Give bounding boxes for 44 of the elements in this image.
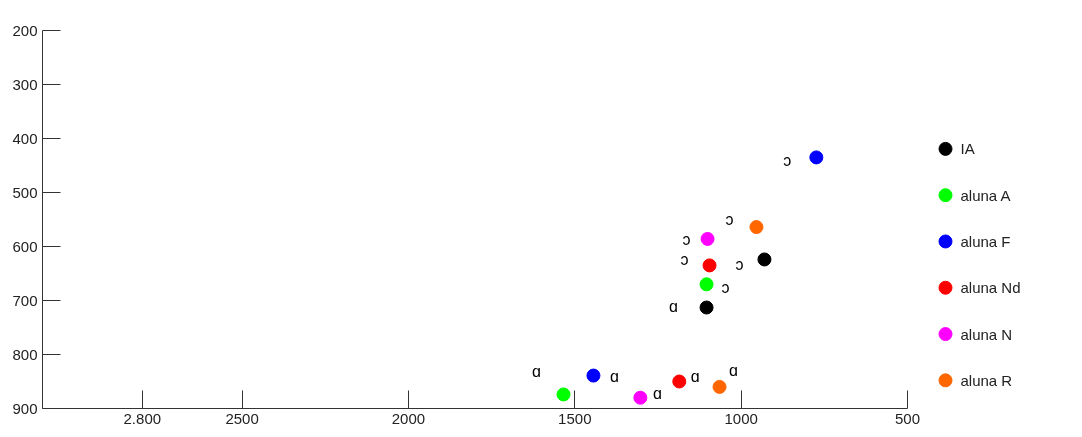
x-tick-label: 2500 <box>225 409 259 427</box>
y-tick-label: 600 <box>12 237 38 255</box>
point <box>749 220 764 235</box>
point <box>699 277 714 292</box>
point <box>586 368 601 383</box>
point <box>757 252 772 267</box>
annotation: ɑ <box>690 368 700 385</box>
point <box>700 231 715 246</box>
point <box>556 387 571 402</box>
legend-label: aluna R <box>960 371 1013 389</box>
x-tick-label: 1000 <box>724 409 758 427</box>
y-tick-label: 800 <box>12 345 38 363</box>
annotation: ɑ <box>532 362 541 380</box>
annotation: ɔ <box>783 151 792 169</box>
annotation: ɔ <box>680 250 689 268</box>
point <box>672 374 687 389</box>
y-tick-label: 900 <box>12 399 38 417</box>
legend-label: aluna Nd <box>960 279 1021 297</box>
y-tick-label: 700 <box>12 291 38 309</box>
y-tick-label: 400 <box>12 129 38 147</box>
point <box>699 300 714 315</box>
x-tick-label: 2.800 <box>123 409 162 427</box>
annotation: ɑ <box>652 385 662 403</box>
point <box>702 258 717 273</box>
legend-label: IA <box>960 140 975 158</box>
annotation: ɑ <box>609 368 619 386</box>
annotation: ɔ <box>682 231 691 249</box>
annotation: ɔ <box>725 210 734 228</box>
point <box>809 150 824 165</box>
y-tick-label: 300 <box>12 75 38 93</box>
legend-label: aluna F <box>960 232 1011 250</box>
y-tick-label: 500 <box>12 183 38 201</box>
point <box>712 379 727 394</box>
annotation: ɑ <box>669 298 679 316</box>
annotation: ɑ <box>729 362 738 380</box>
x-tick-label: 1500 <box>558 409 592 427</box>
annotation: ɔ <box>735 255 744 273</box>
y-tick-label: 200 <box>12 21 38 39</box>
x-tick-label: 2000 <box>391 409 426 427</box>
annotation: ɔ <box>721 278 730 296</box>
point <box>633 390 648 405</box>
legend-label: aluna A <box>960 186 1011 204</box>
legend-label: aluna N <box>960 325 1013 343</box>
x-tick-label: 500 <box>894 409 921 427</box>
